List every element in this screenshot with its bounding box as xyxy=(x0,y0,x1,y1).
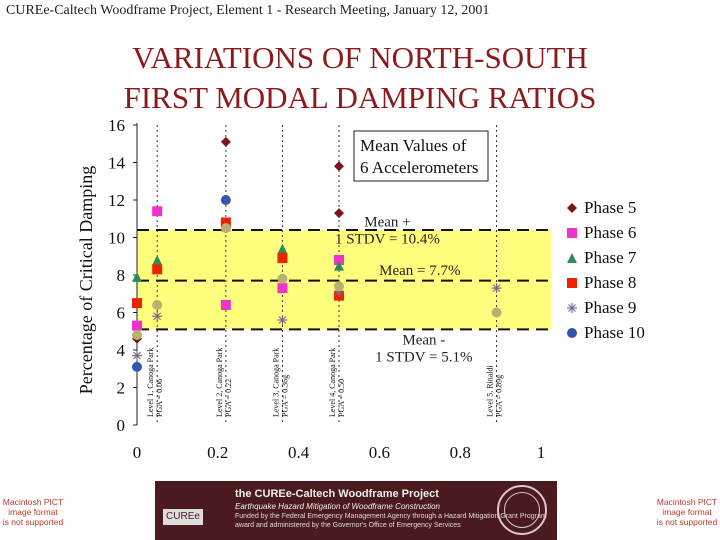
data-point-s0-3 xyxy=(334,208,344,219)
pict-placeholder-left: Macintosh PICT image format is not suppo… xyxy=(0,497,66,527)
data-point-s2-1 xyxy=(152,255,163,265)
legend-label-1: Phase 6 xyxy=(584,223,636,242)
level-marker-label-line: Level 3, Canoga Park xyxy=(271,348,280,417)
banner-title: the CUREe-Caltech Woodframe Project xyxy=(235,488,439,500)
x-tick-label-0: 0 xyxy=(133,443,142,462)
x-tick-label-1: 0.2 xyxy=(207,443,228,462)
x-tick-label-2: 0.4 xyxy=(288,443,310,462)
pict-left-line-1: Macintosh PICT xyxy=(2,497,64,507)
x-tick-label-5: 1 xyxy=(537,443,546,462)
project-banner: CUREe the CUREe-Caltech Woodframe Projec… xyxy=(155,481,557,540)
pict-placeholder-right: Macintosh PICT image format is not suppo… xyxy=(654,497,720,527)
y-tick-label-2: 4 xyxy=(117,341,126,360)
y-tick-label-0: 0 xyxy=(117,416,126,435)
data-point-s3-3 xyxy=(277,253,288,264)
data-point-s3-0 xyxy=(132,298,142,309)
legend-marker-4 xyxy=(567,303,577,313)
pict-left-line-2: image format xyxy=(8,507,58,517)
pict-right-line-3: is not supported xyxy=(656,517,718,527)
level-marker-label-line: Level 2, Canoga Park xyxy=(215,348,224,417)
reference-label-2-0: Mean = 7.7% xyxy=(379,263,460,279)
legend-label-4: Phase 9 xyxy=(584,298,636,317)
y-tick-label-7: 14 xyxy=(108,154,126,173)
level-marker-label-3: Level 3, Canoga Park PGA = 0.36g xyxy=(271,348,289,417)
data-point-s0-1 xyxy=(220,136,231,147)
legend-label-3: Phase 8 xyxy=(584,273,636,292)
data-point-s1-4 xyxy=(334,255,344,265)
x-tick-label-3: 0.6 xyxy=(369,443,390,462)
y-tick-label-6: 12 xyxy=(108,191,125,210)
y-tick-label-4: 8 xyxy=(117,266,126,285)
level-marker-label-line: PGA = 0.50 xyxy=(337,379,346,417)
level-marker-label-line: PGA = 0.22 xyxy=(224,379,233,417)
data-point-s6-4 xyxy=(334,281,344,292)
reference-label-3-1: 1 STDV = 5.1% xyxy=(375,349,472,365)
legend-marker-2 xyxy=(567,253,577,263)
level-marker-label-5: Level 5, Rinaldi PGA = 0.89g xyxy=(486,364,504,417)
slide-header: CUREe-Caltech Woodframe Project, Element… xyxy=(6,3,490,18)
cuee-logo: CUREe xyxy=(163,509,203,525)
level-marker-label-line: PGA = 0.36g xyxy=(280,375,289,417)
data-point-s4-4 xyxy=(491,283,502,294)
annotation-line-1: 6 Accelerometers xyxy=(360,158,478,177)
pict-right-line-1: Macintosh PICT xyxy=(656,497,718,507)
data-point-s3-2 xyxy=(220,217,231,228)
data-point-s2-4 xyxy=(334,260,344,271)
legend-marker-3 xyxy=(567,278,577,288)
slide-title-line-2: FIRST MODAL DAMPING RATIOS xyxy=(123,80,597,115)
caltech-seal-inner-ring xyxy=(504,492,540,528)
banner-funding-line-2: award and administered by the Governor's… xyxy=(235,522,461,529)
data-point-s1-0 xyxy=(132,320,142,331)
data-point-s5-1 xyxy=(220,195,231,205)
legend-label-0: Phase 5 xyxy=(584,198,636,217)
data-point-s0-2 xyxy=(334,161,344,172)
level-marker-label-line: Level 1, Canoga Park xyxy=(146,348,155,417)
level-marker-label-line: Level 5, Rinaldi xyxy=(486,364,495,417)
data-point-s4-2 xyxy=(277,315,288,325)
data-point-s4-0 xyxy=(132,350,142,361)
y-axis-label: Percentage of Critical Damping xyxy=(76,166,96,394)
data-point-s6-2 xyxy=(220,223,231,234)
legend-label-5: Phase 10 xyxy=(584,323,645,342)
level-marker-label-1: Level 1, Canoga Park PGA = 0.06 xyxy=(146,348,164,417)
reference-label-1-1: 1 STDV = 10.4% xyxy=(335,231,440,247)
data-point-s6-5 xyxy=(491,307,502,318)
banner-funding-line-1: Funded by the Federal Emergency Manageme… xyxy=(235,513,547,520)
level-marker-label-line: PGA = 0.06 xyxy=(155,379,164,417)
x-tick-label-4: 0.8 xyxy=(450,443,471,462)
level-marker-label-2: Level 2, Canoga Park PGA = 0.22 xyxy=(215,348,233,417)
data-point-s6-1 xyxy=(152,300,163,310)
reference-label-3-0: Mean - xyxy=(402,332,445,348)
y-tick-label-8: 16 xyxy=(108,116,125,135)
data-point-s2-0 xyxy=(132,271,142,282)
data-point-s1-2 xyxy=(220,300,231,310)
y-tick-label-5: 10 xyxy=(108,229,125,248)
data-point-s1-3 xyxy=(277,283,288,294)
damping-ratio-chart: Level 1, Canoga Park PGA = 0.06 Level 2, C… xyxy=(76,116,645,462)
y-tick-label-3: 6 xyxy=(117,304,126,323)
data-point-s4-1 xyxy=(152,311,163,322)
reference-label-1-0: Mean + xyxy=(364,214,410,230)
data-point-s5-0 xyxy=(132,361,142,372)
legend-label-2: Phase 7 xyxy=(584,248,637,267)
data-point-s1-1 xyxy=(152,206,163,217)
data-point-s2-3 xyxy=(277,243,288,254)
legend-marker-1 xyxy=(567,228,577,238)
legend-marker-0 xyxy=(567,203,577,213)
y-tick-label-1: 2 xyxy=(117,379,126,398)
level-marker-label-4: Level 4, Canoga Park PGA = 0.50 xyxy=(328,348,346,417)
banner-subtitle: Earthquake Hazard Mitigation of Woodfram… xyxy=(235,502,440,511)
level-marker-label-line: Level 4, Canoga Park xyxy=(328,348,337,417)
data-point-s6-0 xyxy=(132,330,142,340)
slide-title-line-1: VARIATIONS OF NORTH-SOUTH xyxy=(132,40,588,75)
legend-marker-5 xyxy=(567,328,577,338)
annotation-line-0: Mean Values of xyxy=(360,136,467,155)
data-point-s3-1 xyxy=(152,264,163,275)
pict-left-line-3: is not supported xyxy=(2,517,64,527)
data-point-s6-3 xyxy=(277,273,288,284)
annotation-box xyxy=(353,130,489,182)
level-marker-label-line: PGA = 0.89g xyxy=(495,375,504,417)
caltech-seal-icon xyxy=(497,485,547,535)
pict-right-line-2: image format xyxy=(662,507,712,517)
